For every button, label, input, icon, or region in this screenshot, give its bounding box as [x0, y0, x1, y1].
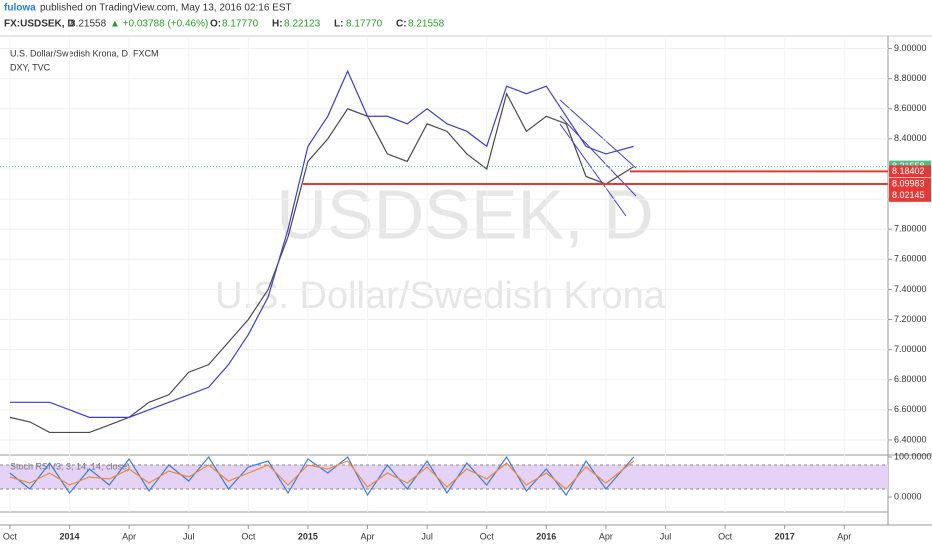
y-tick-label: 0.0000 — [894, 491, 922, 501]
rsi-band — [0, 465, 888, 489]
price-label: 8.02145 — [892, 190, 925, 200]
y-tick-label: 7.20000 — [894, 314, 927, 324]
y-tick-label: 7.80000 — [894, 224, 927, 234]
x-tick-label: 2014 — [60, 531, 80, 541]
chart-title: U.S. Dollar/Swedish Krona, D, FXCM — [10, 48, 159, 58]
x-tick-label: Oct — [3, 531, 18, 541]
y-tick-label: 7.00000 — [894, 344, 927, 354]
y-tick-label: 6.40000 — [894, 434, 927, 444]
x-tick-label: Jul — [421, 531, 433, 541]
series-line — [9, 92, 635, 434]
series-line — [9, 460, 635, 490]
x-tick-label: Jul — [660, 531, 672, 541]
price-label-bg — [889, 178, 931, 191]
channel-line — [559, 99, 637, 169]
x-tick-label: 2016 — [536, 531, 556, 541]
pane-title: Stoch RSI (3, 3, 14, 14, close) — [10, 461, 130, 471]
x-tick-label: Oct — [480, 531, 495, 541]
price-label-bg — [889, 165, 931, 178]
y-tick-label: 8.60000 — [894, 103, 927, 113]
price-label: 8.18402 — [892, 166, 925, 176]
ohlc-key: O: — [210, 19, 221, 30]
x-tick-label: Apr — [837, 531, 851, 541]
price-label: 8.09983 — [892, 178, 925, 188]
ohlc-value: 8.17770 — [222, 19, 259, 30]
x-tick-label: 2017 — [775, 531, 795, 541]
y-tick-label: 7.60000 — [894, 254, 927, 264]
change: ▲ +0.03788 (+0.46%) — [110, 19, 208, 30]
symbol: FX:USDSEK, D — [4, 19, 75, 30]
y-tick-label: 8.80000 — [894, 73, 927, 83]
x-tick-label: Apr — [599, 531, 613, 541]
y-tick-label: 6.80000 — [894, 374, 927, 384]
y-tick-label: 6.60000 — [894, 404, 927, 414]
series-line — [9, 69, 634, 418]
ohlc-key: H: — [272, 19, 283, 30]
published: published on TradingView.com, May 13, 20… — [40, 3, 292, 14]
watermark: USDSEK, D — [276, 175, 653, 253]
author: fulowa — [4, 3, 36, 14]
x-tick-label: 2015 — [298, 531, 318, 541]
x-tick-label: Apr — [361, 531, 375, 541]
chart-subtitle: DXY, TVC — [10, 62, 51, 72]
ohlc-value: 8.22123 — [284, 19, 321, 30]
x-tick-label: Jul — [183, 531, 195, 541]
y-tick-label: 100.0000 — [894, 451, 932, 461]
ohlc-key: L: — [334, 19, 343, 30]
x-tick-label: Oct — [241, 531, 256, 541]
y-tick-label: 8.40000 — [894, 133, 927, 143]
price-label-bg — [889, 189, 931, 202]
channel-line — [559, 115, 637, 197]
ohlc-value: 8.21558 — [408, 19, 445, 30]
ohlc-value: 8.17770 — [346, 19, 383, 30]
y-tick-label: 9.00000 — [894, 43, 927, 53]
ohlc-key: C: — [396, 19, 407, 30]
watermark: U.S. Dollar/Swedish Krona — [215, 275, 666, 317]
series-line — [9, 455, 635, 497]
last: 8.21558 — [70, 19, 107, 30]
y-tick-label: 7.40000 — [894, 284, 927, 294]
x-tick-label: Oct — [718, 531, 733, 541]
x-tick-label: Apr — [122, 531, 136, 541]
